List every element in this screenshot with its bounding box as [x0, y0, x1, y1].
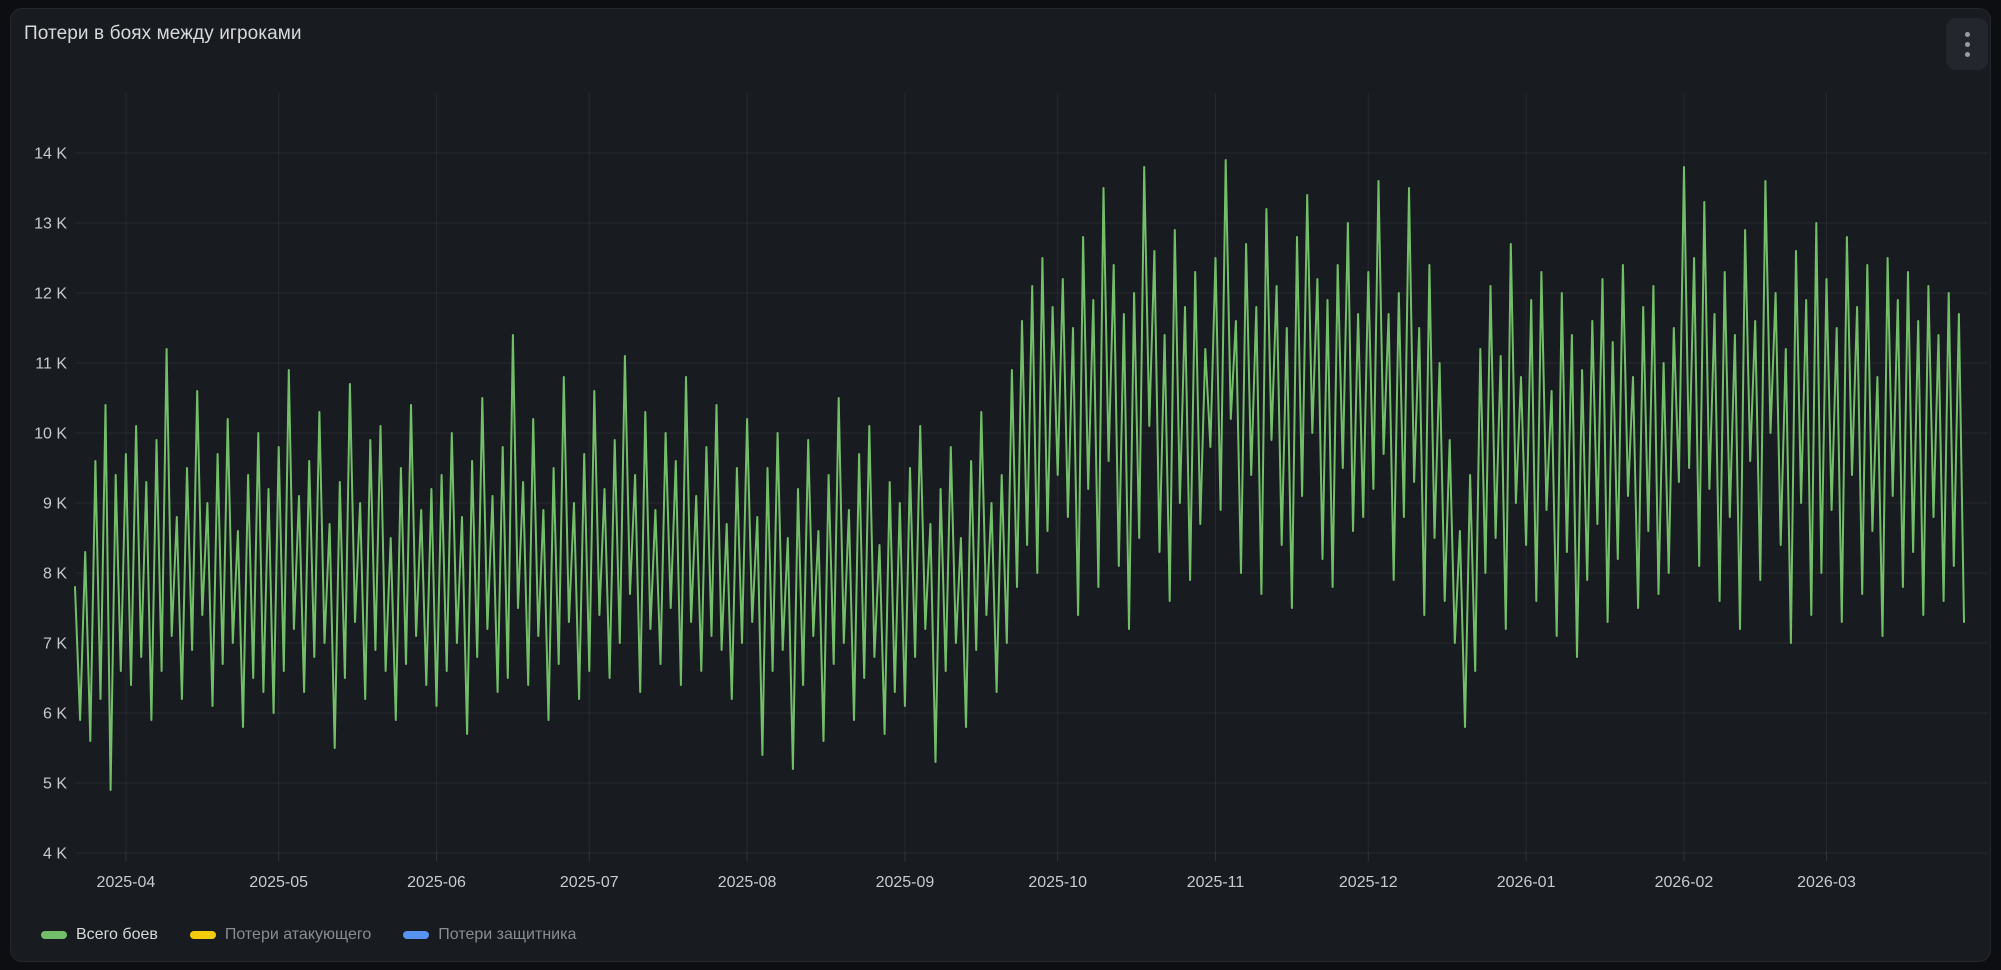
x-tick-label: 2025-05	[249, 874, 308, 891]
y-tick-label: 4 K	[43, 846, 67, 863]
y-tick-label: 13 K	[34, 216, 67, 233]
series-color-icon	[189, 931, 216, 939]
chart-canvas[interactable]: 4 K 5 K 6 K 7 K 8 K 9 K 10 K 11 K 12 K 13 K 14 K 20…	[11, 9, 1990, 961]
x-tick-label: 2026-01	[1497, 874, 1556, 891]
series-color-icon	[403, 931, 430, 939]
x-tick-label: 2026-03	[1797, 874, 1856, 891]
x-tick-label: 2025-11	[1187, 874, 1245, 891]
x-tick-label: 2025-04	[97, 874, 156, 891]
x-tick-label: 2025-07	[560, 874, 619, 891]
y-tick-label: 8 K	[43, 566, 67, 583]
x-tick-label: 2025-10	[1028, 874, 1087, 891]
x-tick-label: 2026-02	[1655, 874, 1714, 891]
panel-title[interactable]: Потери в боях между игроками	[24, 23, 302, 44]
y-tick-label: 5 K	[43, 776, 67, 793]
legend-item-label: Всего боев	[76, 926, 158, 943]
y-tick-label: 6 K	[43, 706, 67, 723]
y-tick-label: 7 K	[43, 636, 67, 653]
y-tick-label: 10 K	[34, 426, 67, 443]
y-tick-label: 12 K	[34, 286, 67, 303]
y-tick-label: 11 K	[35, 356, 67, 373]
y-tick-label: 14 K	[34, 146, 67, 163]
x-tick-label: 2025-08	[718, 874, 777, 891]
series-color-icon	[41, 931, 67, 939]
x-tick-label: 2025-09	[876, 874, 935, 891]
legend-item[interactable]: Потери атакующего	[189, 925, 372, 945]
series-line	[74, 159, 1965, 791]
x-tick-label: 2025-12	[1339, 874, 1398, 891]
legend-item-label: Потери защитника	[438, 926, 577, 943]
legend: Всего боев Потери атакующего Потери защи…	[41, 925, 576, 945]
panel-menu-button[interactable]	[1946, 18, 1988, 70]
legend-item[interactable]: Всего боев	[41, 925, 158, 945]
y-tick-label: 9 K	[43, 496, 67, 513]
legend-item[interactable]: Потери защитника	[403, 925, 576, 945]
grafana-panel: Потери в боях между игроками 4 K 5 K 6 K 7 …	[10, 8, 1991, 962]
x-tick-label: 2025-06	[407, 874, 466, 891]
kebab-vertical-icon	[1964, 31, 1970, 57]
legend-item-label: Потери атакующего	[224, 926, 372, 943]
